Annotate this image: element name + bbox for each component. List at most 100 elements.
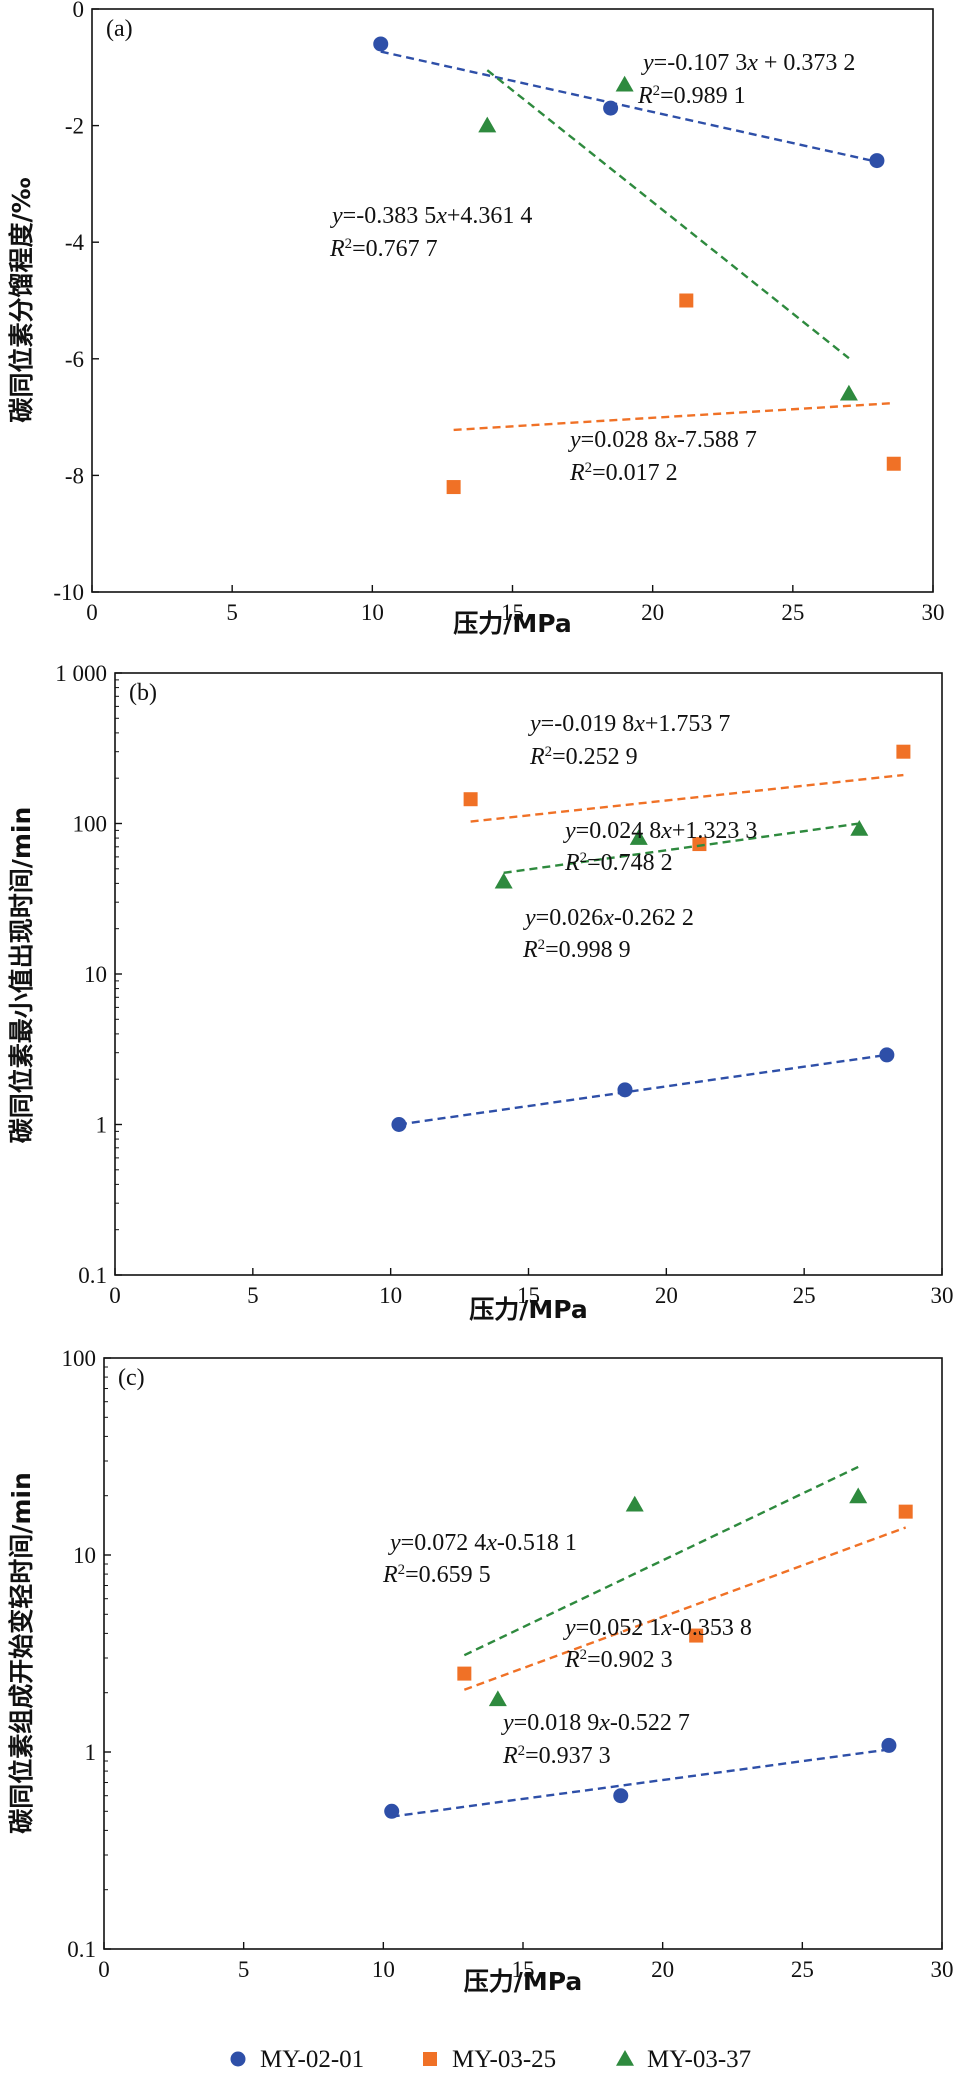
data-point — [463, 792, 478, 807]
r-squared-label: R2=0.902 3 — [564, 1647, 673, 1673]
x-tick-label: 30 — [931, 1957, 954, 1982]
r-squared-label: R2=0.998 9 — [522, 937, 631, 963]
data-point — [373, 36, 389, 52]
x-tick-label: 0 — [109, 1283, 121, 1308]
y-axis-label: 碳同位素组成开始变轻时间/min — [7, 1472, 36, 1834]
legend-label: MY-03-25 — [452, 2046, 556, 2073]
data-point — [391, 1117, 407, 1132]
data-point — [692, 837, 707, 852]
fit-equation: y=0.072 4x-0.518 1 — [388, 1530, 577, 1556]
data-point — [850, 819, 869, 836]
chart-panel-3: 0 5 10 15 20 25 30 100 10 1 0.1 (c) 压力/MPa 碳同位素组成开始变轻… — [7, 1346, 954, 1996]
y-tick-label: 100 — [73, 812, 108, 837]
r-squared-label: R2=0.767 7 — [329, 236, 438, 262]
data-point — [839, 384, 858, 401]
x-tick-label: 5 — [238, 1957, 250, 1982]
series-MY-03-37: y=0.024 8x+1.323 3 R2=0.748 2 — [494, 818, 869, 889]
y-tick-label: -6 — [65, 347, 84, 372]
x-tick-label: 25 — [793, 1283, 816, 1308]
fit-equation: y=0.026x-0.262 2 — [523, 905, 694, 931]
series-MY-02-01: y=0.018 9x-0.522 7 R2=0.937 3 — [384, 1710, 897, 1819]
legend-marker — [423, 2052, 437, 2066]
data-point — [896, 744, 911, 759]
fit-equation: y=0.028 8x-7.588 7 — [568, 427, 757, 453]
data-point — [629, 829, 648, 845]
series-MY-03-25: y=0.028 8x-7.588 7 R2=0.017 2 — [446, 293, 901, 495]
x-axis-label: 压力/MPa — [469, 1295, 588, 1324]
x-tick-label: 15 — [517, 1283, 540, 1308]
r-squared-label: R2=0.937 3 — [502, 1743, 611, 1769]
data-point — [679, 293, 694, 308]
data-point — [488, 1690, 507, 1707]
y-tick-label: -10 — [53, 580, 84, 605]
data-point — [617, 1082, 633, 1098]
data-point — [613, 1788, 629, 1804]
x-tick-label: 15 — [512, 1957, 535, 1982]
x-tick-label: 25 — [781, 600, 804, 625]
y-tick-label: -4 — [65, 230, 85, 255]
x-tick-label: 0 — [98, 1957, 110, 1982]
r-squared-label: R2=0.252 9 — [529, 744, 638, 770]
data-point — [869, 153, 885, 169]
trend-line — [503, 822, 860, 875]
plot-frame — [103, 1357, 943, 1950]
y-tick-label: -8 — [65, 463, 84, 488]
panel-label: (a) — [106, 16, 133, 42]
data-point — [446, 480, 461, 495]
y-tick-label: 0.1 — [67, 1937, 96, 1962]
x-tick-label: 30 — [922, 600, 945, 625]
trend-line — [470, 773, 904, 823]
trend-line — [463, 1526, 907, 1691]
trend-line — [380, 50, 878, 163]
data-point — [615, 75, 634, 92]
fit-equation: y=-0.019 8x+1.753 7 — [528, 711, 730, 737]
trend-line — [391, 1748, 890, 1818]
trend-line — [453, 401, 894, 432]
fit-equation: y=-0.107 3x + 0.373 2 — [641, 50, 855, 76]
r-squared-label: R2=0.659 5 — [382, 1562, 491, 1588]
trend-line — [398, 1053, 888, 1126]
series-MY-03-37: y=-0.383 5x+4.361 4 R2=0.767 7 — [329, 69, 858, 401]
y-axis-label: 碳同位素最小值出现时间/min — [7, 807, 36, 1144]
y-tick-label: 1 — [85, 1740, 97, 1765]
panel-label: (c) — [118, 1365, 145, 1391]
plot-frame — [91, 8, 934, 593]
y-axis-label: 碳同位素分馏程度/‰ — [7, 177, 36, 422]
y-tick-label: -2 — [65, 114, 84, 139]
series-MY-02-01: y=0.026x-0.262 2 R2=0.998 9 — [391, 905, 895, 1132]
x-tick-label: 0 — [86, 600, 98, 625]
x-tick-label: 5 — [247, 1283, 259, 1308]
y-tick-label: 10 — [84, 962, 107, 987]
r-squared-label: R2=0.748 2 — [564, 850, 673, 876]
data-point — [898, 1504, 913, 1519]
x-tick-label: 20 — [651, 1957, 674, 1982]
panel-label: (b) — [129, 680, 157, 706]
data-point — [689, 1628, 704, 1643]
fit-equation: y=-0.383 5x+4.361 4 — [330, 203, 532, 229]
legend-marker — [230, 2051, 246, 2067]
data-point — [478, 116, 497, 133]
y-tick-label: 1 000 — [55, 661, 107, 686]
data-point — [625, 1495, 644, 1512]
y-tick-label: 0.1 — [78, 1263, 107, 1288]
series-MY-03-25: y=-0.019 8x+1.753 7 R2=0.252 9 — [463, 711, 911, 852]
plot-frame — [114, 672, 943, 1276]
y-tick-label: 100 — [62, 1346, 97, 1371]
x-axis-label: 压力/MPa — [464, 1967, 583, 1996]
data-point — [494, 872, 513, 889]
series-MY-03-25: y=0.052 1x-0.353 8 R2=0.902 3 — [457, 1504, 913, 1691]
fit-equation: y=0.018 9x-0.522 7 — [501, 1710, 690, 1736]
x-tick-label: 10 — [372, 1957, 395, 1982]
x-tick-label: 30 — [931, 1283, 954, 1308]
trend-line — [486, 69, 850, 360]
data-point — [849, 1487, 868, 1504]
x-tick-label: 15 — [501, 600, 524, 625]
data-point — [881, 1737, 897, 1753]
y-tick-label: 1 — [96, 1113, 108, 1138]
y-tick-label: 10 — [73, 1543, 96, 1568]
legend-label: MY-02-01 — [260, 2046, 364, 2073]
x-tick-label: 20 — [641, 600, 664, 625]
trend-line — [463, 1465, 859, 1657]
data-point — [384, 1803, 400, 1819]
